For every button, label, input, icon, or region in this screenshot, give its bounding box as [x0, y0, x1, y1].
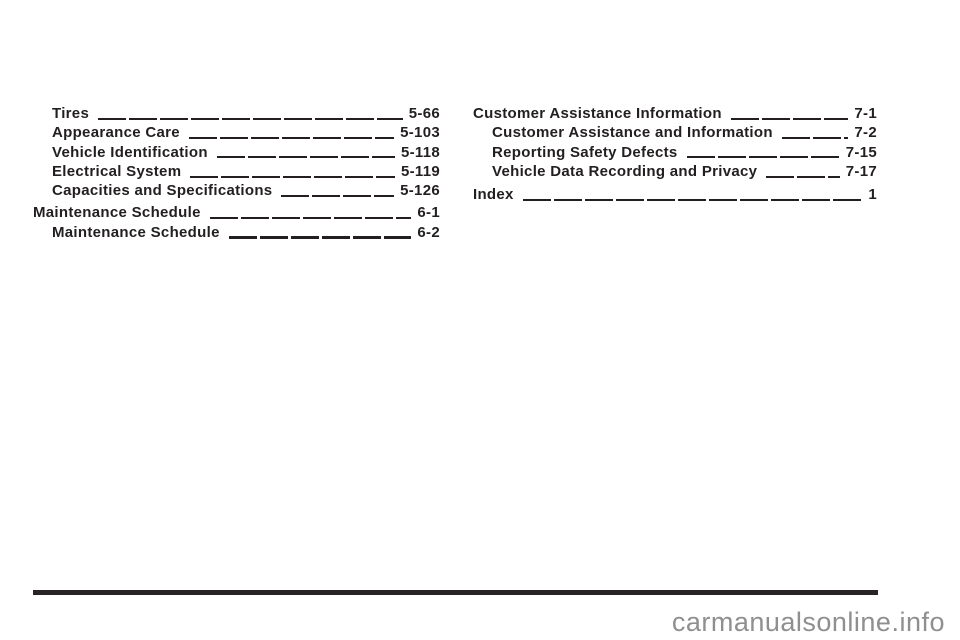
watermark-text: carmanualsonline.info [671, 607, 945, 637]
dot-leader [766, 175, 840, 178]
toc-section-customer-assistance-information: Customer Assistance Information 7-1 [473, 104, 877, 123]
dot-leader [209, 217, 412, 220]
toc-entry-label: Tires [52, 105, 90, 122]
toc-entry-label: Customer Assistance Information [473, 105, 722, 122]
dot-leader [686, 156, 840, 159]
toc-entry-electrical-system: Electrical System 5-119 [33, 162, 440, 181]
dot-leader [188, 136, 395, 140]
toc-entry-page: 5-126 [400, 182, 440, 200]
toc-entry-page: 5-103 [400, 124, 440, 142]
toc-entry-page: 1 [868, 186, 877, 204]
toc-right-column: Customer Assistance Information 7-1 Cust… [473, 104, 877, 204]
dot-leader [281, 194, 395, 197]
dot-leader [781, 136, 849, 140]
toc-entry-label: Reporting Safety Defects [492, 143, 678, 161]
toc-section-index: Index 1 [473, 185, 877, 204]
toc-entry-label: Vehicle Identification [52, 143, 208, 161]
dot-leader [522, 198, 863, 201]
toc-entry-reporting-safety-defects: Reporting Safety Defects 7-15 [473, 143, 877, 162]
toc-entry-page: 6-1 [417, 204, 440, 222]
toc-entry-label: Capacities and Specifications [52, 182, 273, 200]
toc-entry-vehicle-data-recording-privacy: Vehicle Data Recording and Privacy 7-17 [473, 162, 877, 181]
toc-entry-page: 7-2 [854, 124, 877, 142]
toc-entry-page: 6-2 [417, 223, 440, 241]
toc-entry-page: 5-118 [400, 143, 440, 161]
toc-entry-label: Appearance Care [52, 124, 180, 142]
dot-leader [190, 175, 395, 178]
toc-entry-label: Maintenance Schedule [52, 223, 220, 241]
toc-entry-page: 5-119 [400, 162, 440, 180]
toc-entry-capacities-specifications: Capacities and Specifications 5-126 [33, 181, 440, 200]
toc-entry-customer-assistance-and-information: Customer Assistance and Information 7-2 [473, 123, 877, 142]
toc-entry-page: 7-1 [854, 105, 877, 122]
dot-leader [730, 117, 849, 120]
toc-entry-page: 7-15 [845, 143, 877, 161]
footer-rule [33, 590, 878, 595]
toc-entry-maintenance-schedule: Maintenance Schedule 6-2 [33, 223, 440, 242]
toc-entry-label: Index [473, 186, 514, 204]
toc-section-maintenance-schedule: Maintenance Schedule 6-1 [33, 203, 440, 222]
toc-entry-page: 5-66 [408, 105, 440, 122]
toc-entry-label: Customer Assistance and Information [492, 124, 773, 142]
dot-leader [228, 236, 412, 239]
toc-entry-label: Maintenance Schedule [33, 204, 201, 222]
dot-leader [98, 117, 403, 120]
dot-leader [216, 156, 395, 159]
toc-entry-label: Electrical System [52, 162, 182, 180]
toc-entry-page: 7-17 [845, 162, 877, 180]
toc-left-column: Tires 5-66 Appearance Care 5-103 Vehicle… [33, 104, 440, 242]
toc-entry-label: Vehicle Data Recording and Privacy [492, 162, 758, 180]
toc-entry-tires: Tires 5-66 [33, 104, 440, 123]
toc-entry-vehicle-identification: Vehicle Identification 5-118 [33, 143, 440, 162]
toc-entry-appearance-care: Appearance Care 5-103 [33, 123, 440, 142]
